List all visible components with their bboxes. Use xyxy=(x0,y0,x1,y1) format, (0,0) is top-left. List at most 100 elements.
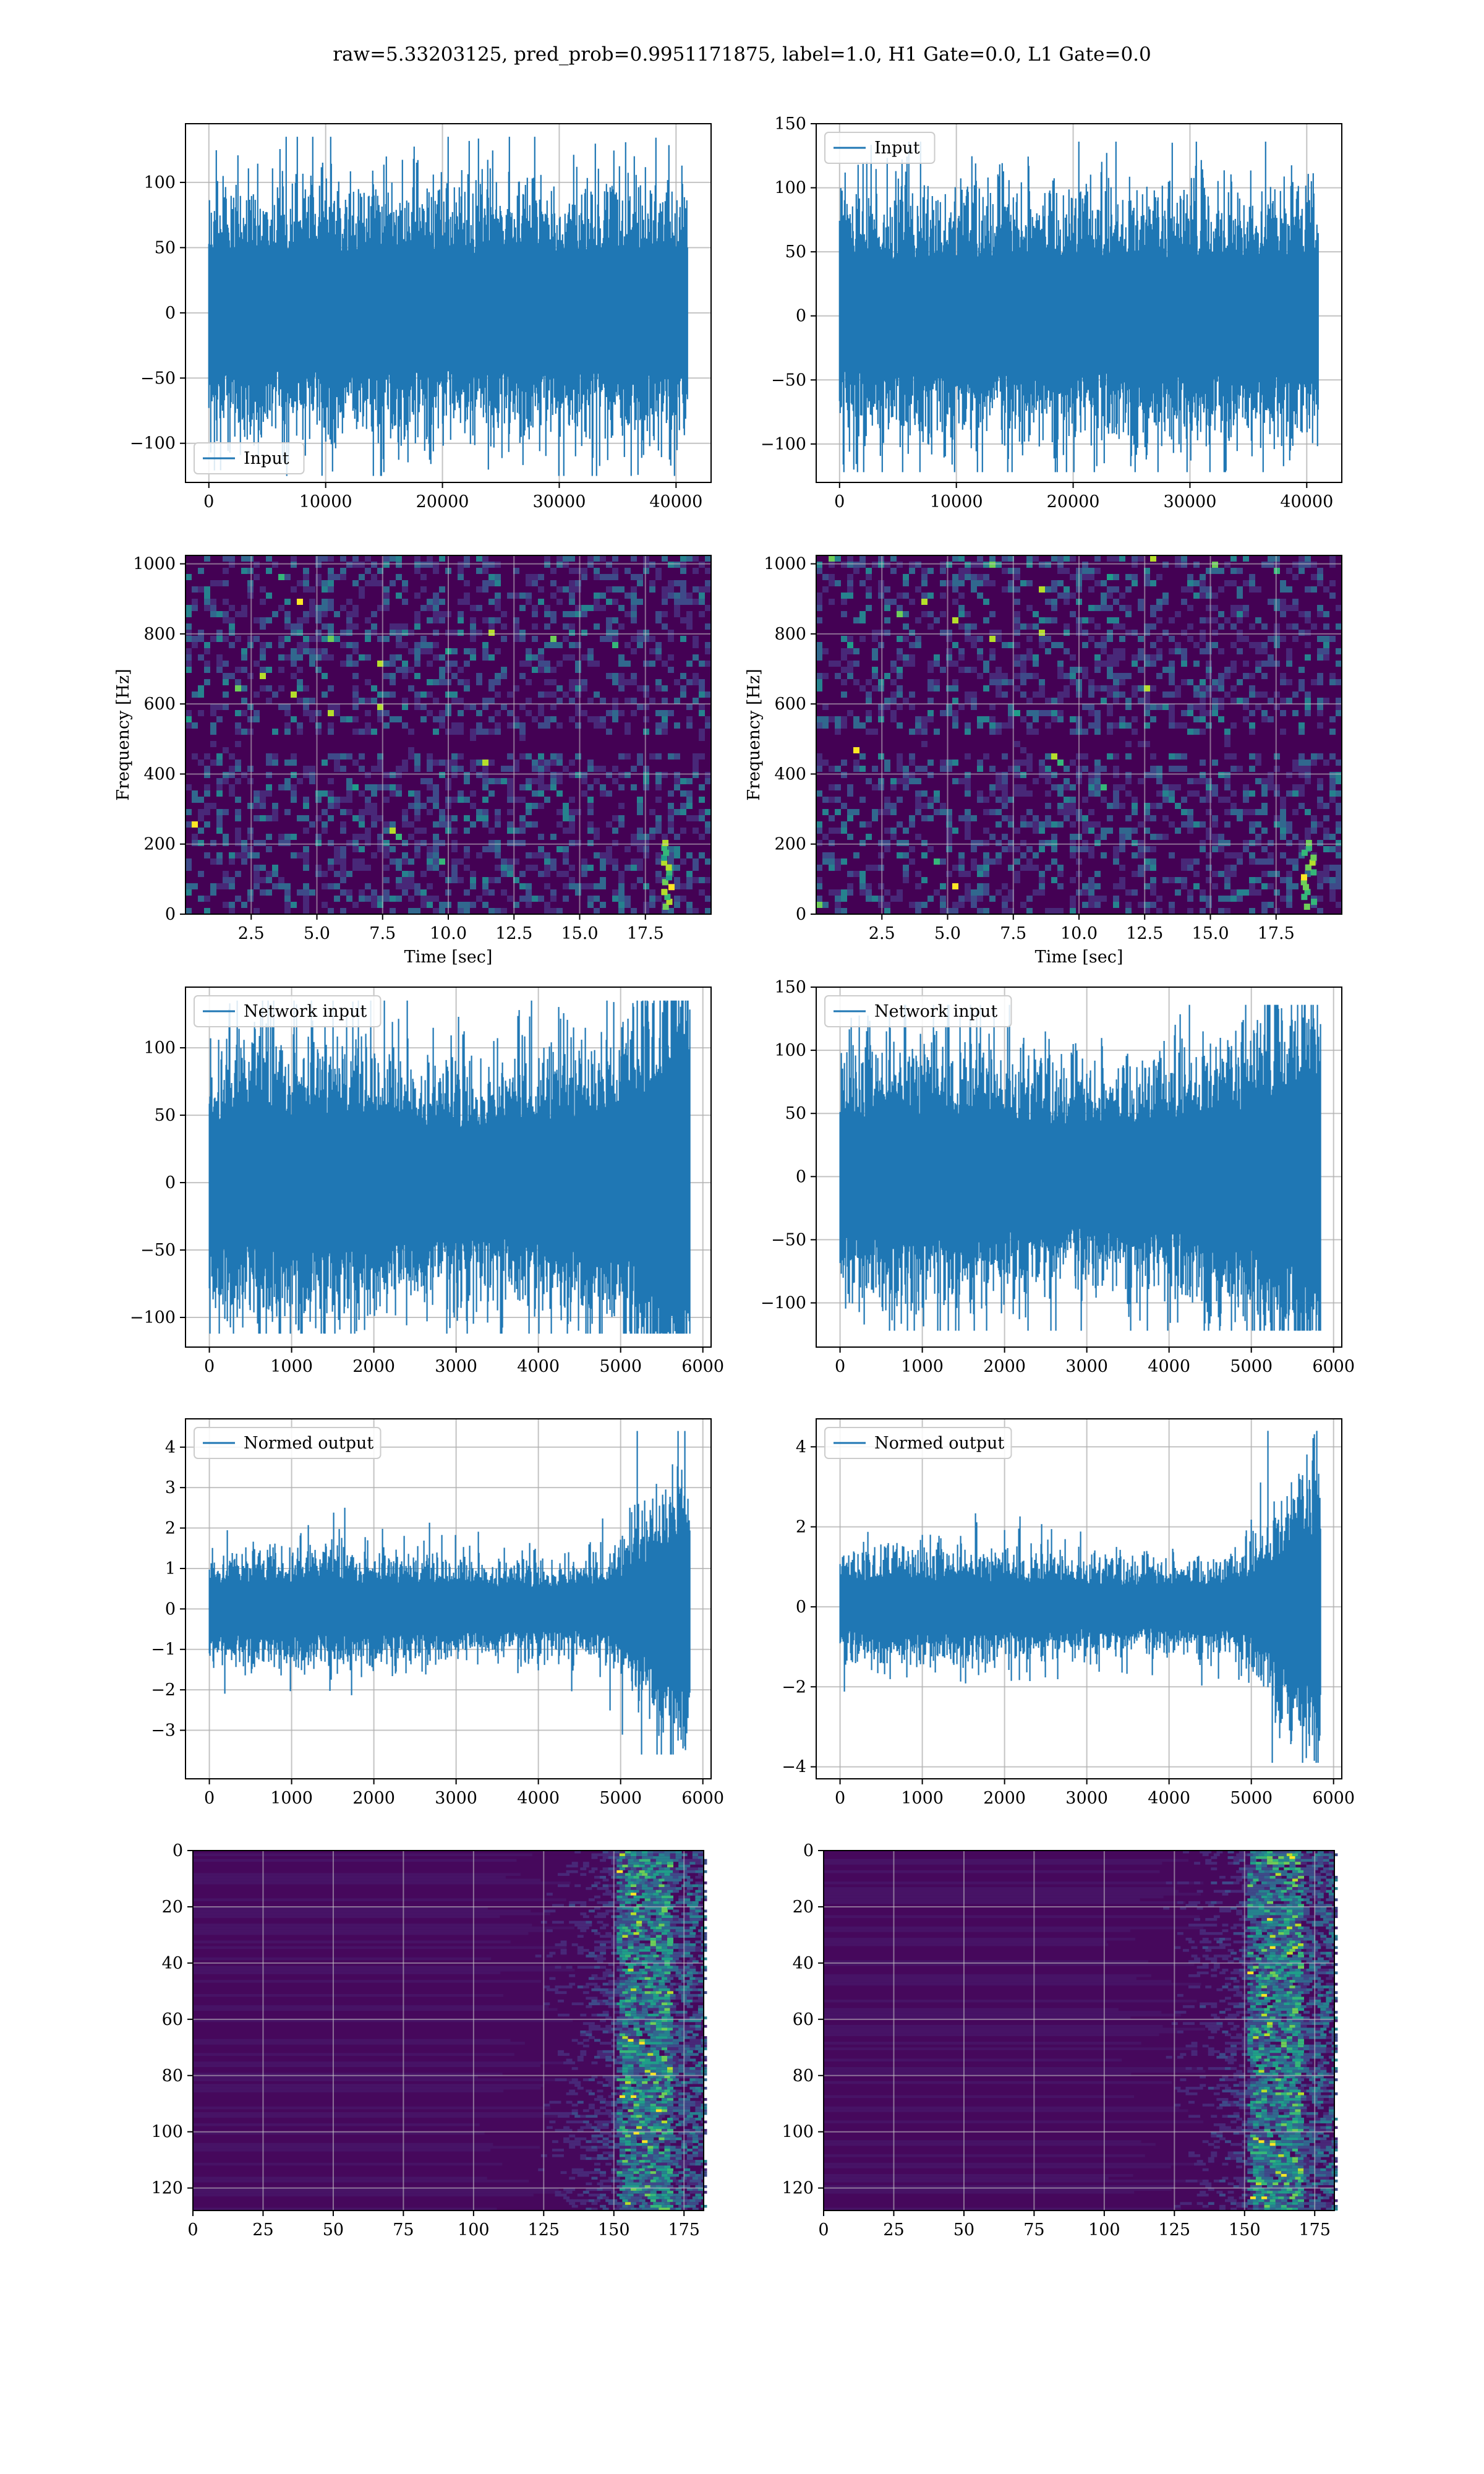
heatmap-cell xyxy=(1014,611,1020,617)
heatmap-cell xyxy=(958,704,965,710)
heatmap-cell xyxy=(1070,902,1076,908)
heatmap-cell xyxy=(451,642,458,648)
heatmap-cell xyxy=(655,611,662,617)
heatmap-cell xyxy=(488,685,495,691)
heatmap-cell xyxy=(606,735,612,741)
heatmap-cell xyxy=(186,809,192,815)
heatmap-cell xyxy=(1119,691,1125,698)
heatmap-cell xyxy=(594,599,600,605)
heatmap-cell xyxy=(1150,883,1156,889)
heatmap-cell xyxy=(1243,555,1249,562)
heatmap-cell xyxy=(872,611,878,617)
heatmap-cell xyxy=(223,877,229,883)
heatmap-cell xyxy=(365,679,371,685)
heatmap-cell xyxy=(600,593,606,599)
heatmap-cell xyxy=(965,605,971,611)
heatmap-cell xyxy=(383,636,390,642)
heatmap-cell xyxy=(1310,869,1317,876)
heatmap-cell xyxy=(637,599,643,605)
heatmap-cell xyxy=(1088,586,1094,593)
y-tick-label: 100 xyxy=(774,179,806,198)
heatmap-cell xyxy=(674,555,680,562)
heatmap-cell xyxy=(210,586,216,593)
heatmap-cell xyxy=(247,797,254,803)
heatmap-cell xyxy=(594,883,600,889)
heatmap-cell xyxy=(365,747,371,753)
heatmap-cell xyxy=(1070,809,1076,815)
heatmap-cell xyxy=(1057,636,1064,642)
heatmap-cell xyxy=(847,605,853,611)
heatmap-cell xyxy=(458,858,464,865)
heatmap-cell xyxy=(661,1870,668,1873)
heatmap-cell xyxy=(1309,859,1316,866)
heatmap-cell xyxy=(574,1884,581,1888)
heatmap-cell xyxy=(464,828,470,834)
heatmap-cell xyxy=(476,865,482,871)
heatmap-cell xyxy=(297,778,303,784)
heatmap-cell xyxy=(1002,636,1008,642)
heatmap-cell xyxy=(1336,803,1342,809)
heatmap-cell xyxy=(266,617,272,623)
heatmap-cell xyxy=(594,766,600,772)
heatmap-cell xyxy=(1088,821,1094,828)
heatmap-cell xyxy=(872,834,878,840)
heatmap-cell xyxy=(1200,896,1206,902)
heatmap-cell xyxy=(637,858,643,865)
heatmap-cell xyxy=(241,667,247,673)
heatmap-cell xyxy=(291,636,297,642)
heatmap-cell xyxy=(390,562,396,568)
heatmap-cell xyxy=(550,865,556,871)
heatmap-cell xyxy=(575,704,581,710)
heatmap-cell xyxy=(693,555,699,562)
heatmap-cell xyxy=(1156,766,1162,772)
heatmap-cell xyxy=(458,828,464,834)
heatmap-cell xyxy=(216,852,223,858)
heatmap-cell xyxy=(705,716,711,722)
heatmap-cell xyxy=(958,605,965,611)
heatmap-cell xyxy=(365,698,371,704)
heatmap-cell xyxy=(699,673,705,679)
heatmap-cell xyxy=(909,574,915,580)
heatmap-cell xyxy=(847,883,853,889)
heatmap-cell xyxy=(625,642,631,648)
heatmap-cell xyxy=(322,821,328,828)
heatmap-cell xyxy=(291,623,297,630)
heatmap-cell xyxy=(1336,889,1342,896)
heatmap-cell xyxy=(297,815,303,821)
heatmap-cell xyxy=(897,846,903,852)
heatmap-cell xyxy=(1039,846,1045,852)
heatmap-cell xyxy=(1317,896,1323,902)
heatmap-cell xyxy=(1088,568,1094,574)
heatmap-cell xyxy=(958,648,965,654)
heatmap-cell xyxy=(352,834,359,840)
heatmap-cell xyxy=(229,852,235,858)
heatmap-cell xyxy=(816,760,822,766)
heatmap-cell xyxy=(1156,704,1162,710)
heatmap-cell xyxy=(315,630,322,636)
heatmap-cell xyxy=(581,778,587,784)
heatmap-cell xyxy=(309,766,315,772)
heatmap-cell xyxy=(420,691,427,698)
heatmap-cell xyxy=(1026,871,1033,877)
x-tick-label: 5000 xyxy=(599,1789,642,1808)
heatmap-cell xyxy=(1317,797,1323,803)
heatmap-cell xyxy=(507,722,513,729)
heatmap-cell xyxy=(952,858,958,865)
heatmap-cell xyxy=(365,772,371,778)
heatmap-cell xyxy=(544,828,550,834)
heatmap-cell xyxy=(847,574,853,580)
heatmap-cell xyxy=(618,883,625,889)
heatmap-cell xyxy=(1255,617,1261,623)
heatmap-cell xyxy=(519,673,526,679)
heatmap-cell xyxy=(563,1884,570,1888)
heatmap-cell xyxy=(563,691,569,698)
heatmap-cell xyxy=(859,877,866,883)
heatmap-cell xyxy=(1119,846,1125,852)
heatmap-cell xyxy=(1039,858,1045,865)
heatmap-cell xyxy=(284,784,291,790)
heatmap-cell xyxy=(639,1870,646,1873)
heatmap-cell xyxy=(291,797,297,803)
heatmap-cell xyxy=(507,710,513,716)
heatmap-cell xyxy=(1070,729,1076,735)
heatmap-cell xyxy=(1033,698,1039,704)
